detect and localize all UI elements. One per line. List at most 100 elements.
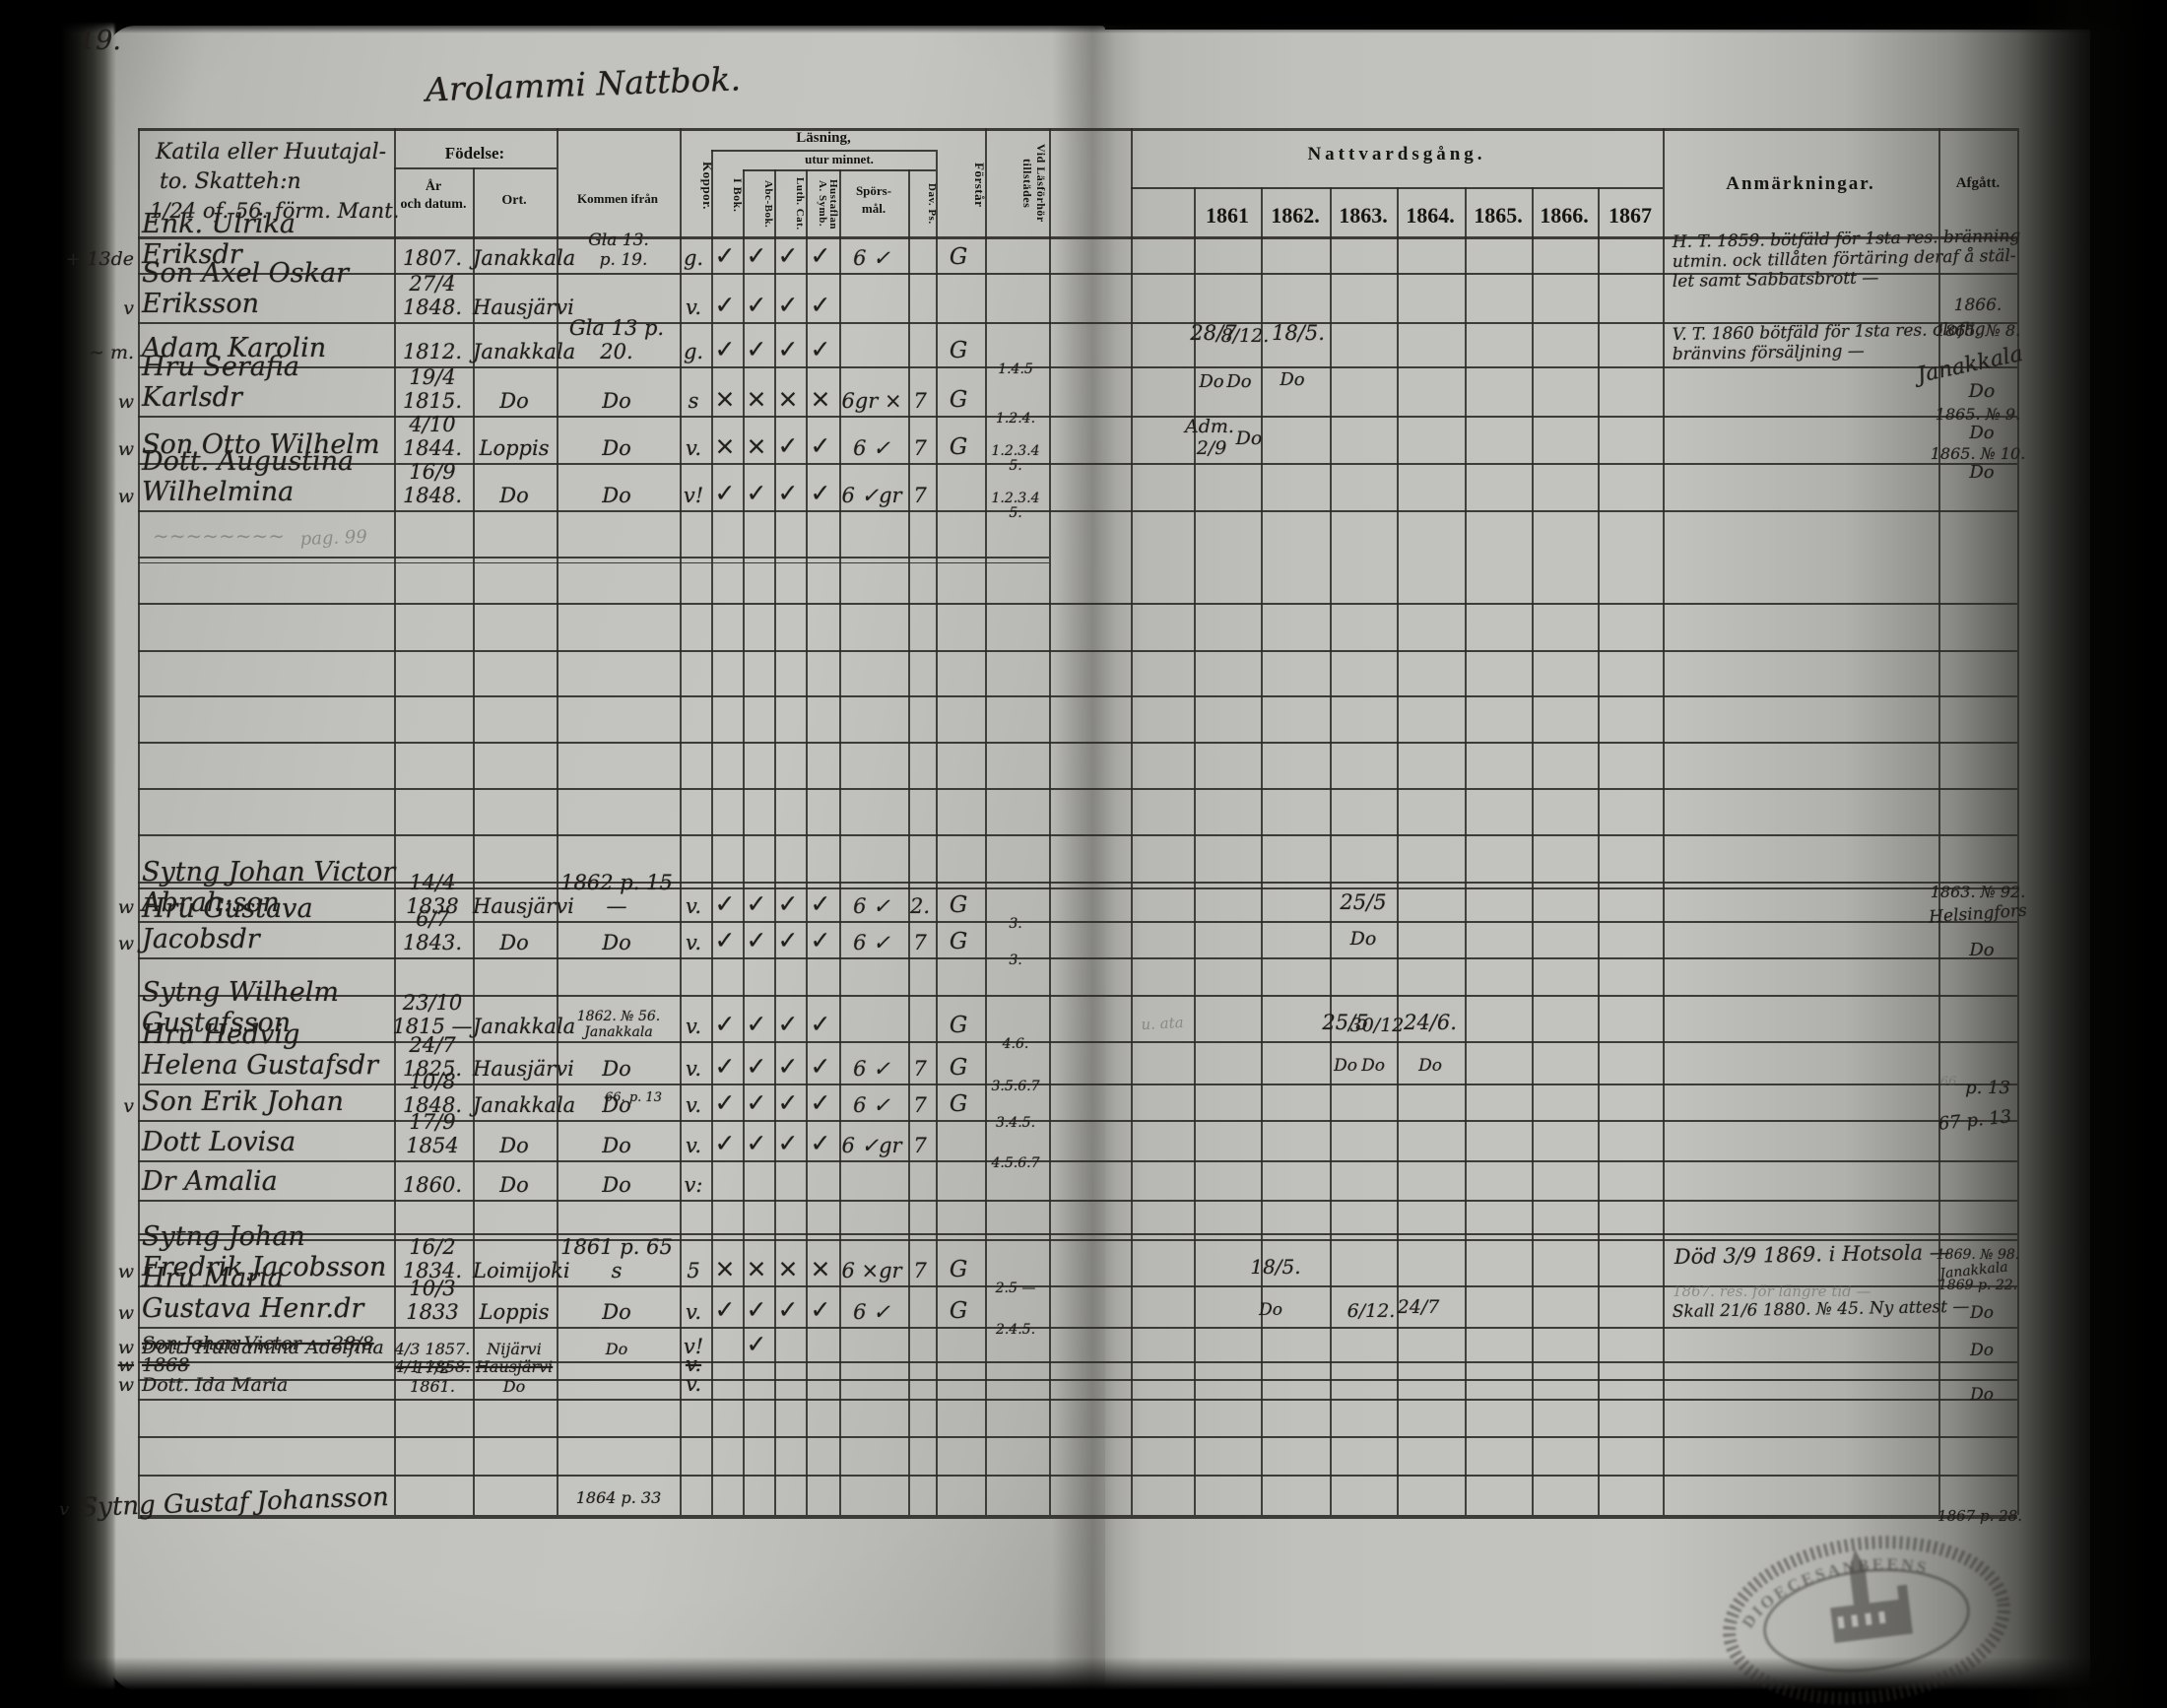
rule-line-v: [1598, 187, 1600, 1515]
row-davps-mark: 7: [913, 1093, 927, 1117]
row-birthdate: 19/4 1815.: [402, 365, 463, 413]
handwritten-note: 6/12.: [1346, 1300, 1396, 1322]
row-lasforhor-years: 4.6.: [1002, 1036, 1029, 1052]
row-davps-mark: 7: [913, 484, 927, 507]
header-spors-line1: Spörs-: [855, 183, 892, 198]
row-reading-mark: ✓: [714, 1088, 736, 1117]
row-margin-mark: + 13de: [65, 248, 134, 270]
row-reading-mark: ✓: [746, 1088, 767, 1117]
row-reading-mark: ×: [746, 431, 767, 460]
row-reading-mark: ✓: [714, 1129, 736, 1157]
row-koppor-mark: v:: [684, 1173, 703, 1197]
header-nattvardsgang: Nattvardsgång.: [1307, 144, 1486, 164]
row-birthdate: 1807.: [402, 246, 463, 270]
row-reading-mark: ✓: [746, 1010, 767, 1038]
stamp-church-icon: [1830, 1548, 1913, 1644]
rule-line-h: [138, 995, 2017, 997]
rule-line-v: [1194, 187, 1196, 1515]
rule-line-v: [985, 128, 987, 1515]
handwritten-note: Do: [1970, 1385, 1994, 1405]
rule-line-h: [138, 1160, 2017, 1162]
row-margin-mark: w: [117, 1261, 134, 1282]
header-ar-line1: År: [425, 179, 442, 194]
rule-line-h: [138, 1379, 2017, 1381]
handwritten-note: 1862. № 56.: [576, 1009, 661, 1024]
header-abc-bok: Abc-Bok.: [762, 179, 774, 229]
row-arrived-from: Do: [602, 389, 631, 413]
rule-line-h: [138, 1475, 2017, 1477]
row-name: Dott. Ida Maria: [142, 1374, 289, 1396]
row-birthplace: Loimijoki: [473, 1259, 570, 1282]
year-label: 1862.: [1271, 203, 1320, 228]
handwritten-note: u. ata: [1140, 1013, 1185, 1034]
rule-line-h: [138, 557, 1049, 558]
row-reading-mark: ×: [746, 1254, 767, 1282]
handwritten-note: Do: [1280, 369, 1305, 390]
row-margin-mark: w: [117, 486, 134, 507]
rule-line-h: [138, 742, 2017, 744]
row-forstar-mark: G: [949, 1091, 968, 1117]
row-name: Adam Karolin: [142, 333, 327, 363]
header-lasning: Läsning,: [796, 130, 851, 146]
handwritten-note: p. 19.: [599, 250, 648, 270]
row-sporsmal-mark: 6 ✓gr: [841, 484, 902, 507]
row-reading-mark: ✓: [714, 479, 736, 507]
row-koppor-mark: v.: [685, 1300, 702, 1324]
row-reading-mark: ✓: [714, 926, 736, 954]
page-number: 19.: [79, 26, 121, 56]
row-lasforhor-years: 3.4.5.: [995, 1115, 1036, 1131]
handwritten-note: 2/9: [1196, 437, 1227, 459]
row-reading-mark: ✓: [810, 241, 831, 270]
row-forstar-mark: G: [949, 1055, 968, 1081]
row-name: Son Johan Victor — 28/8 1868: [142, 1333, 374, 1376]
rule-line-v: [1465, 187, 1467, 1515]
row-arrived-from: Do: [602, 1300, 631, 1324]
row-reading-mark: ✓: [714, 1052, 736, 1081]
rule-line-v: [1049, 128, 1051, 1515]
row-birthplace: Hausjärvi: [473, 894, 574, 918]
rule-line-h: [138, 322, 2017, 324]
row-name: Sytng Johan Victor Abrah:son: [142, 857, 396, 918]
row-arrived-from: Do: [602, 1093, 631, 1117]
handwritten-note: 66: [1939, 1075, 1957, 1089]
row-arrived-from: Do: [602, 1173, 631, 1197]
row-margin-mark: w: [117, 933, 134, 954]
handwritten-note: Do: [1418, 1056, 1442, 1076]
row-reading-mark: ✓: [810, 1129, 831, 1157]
row-reading-mark: ×: [777, 1254, 799, 1282]
handwritten-note: Do: [1969, 462, 1995, 483]
row-koppor-mark: s: [688, 389, 699, 413]
row-reading-mark: ✓: [777, 1295, 799, 1324]
row-koppor-mark: v.: [685, 1057, 702, 1081]
row-reading-mark: ×: [777, 384, 799, 413]
photo-edge-top: [0, 0, 2167, 33]
rule-line-h: [138, 788, 2017, 790]
year-label: 1867: [1609, 203, 1652, 228]
row-margin-mark: v: [123, 1095, 134, 1117]
header-hustaflan: Hustaflan A. Symb.: [817, 178, 839, 230]
row-margin-mark: w: [117, 1302, 134, 1324]
handwritten-note: Do: [1226, 371, 1252, 392]
handwritten-note: 24/6.: [1404, 1011, 1457, 1034]
header-afgatt: Afgått.: [1955, 175, 2001, 191]
row-lasforhor-years: 3.: [1009, 953, 1022, 968]
rule-line-v: [680, 128, 682, 1515]
row-sporsmal-mark: 6 ✓: [853, 1093, 890, 1117]
rule-line-h: [138, 562, 1049, 563]
row-birthdate: 27/4 1848.: [402, 272, 463, 319]
row-davps-mark: 7: [913, 436, 927, 460]
row-forstar-mark: G: [949, 338, 968, 363]
row-name: Son Axel Oskar Eriksson: [142, 258, 350, 319]
row-margin-mark: w: [117, 1354, 134, 1376]
rule-line-v: [806, 169, 808, 1515]
row-reading-mark: ✓: [714, 889, 736, 918]
ledger-page-left: [106, 26, 1105, 1692]
header-ar-line2: och datum.: [400, 197, 467, 212]
row-birthplace: Do: [499, 389, 529, 413]
rule-line-h: [138, 1361, 2017, 1363]
row-reading-mark: ✓: [714, 241, 736, 270]
handwritten-note: let samt Sabbatsbrott —: [1672, 268, 1879, 292]
rule-line-h: [138, 603, 2017, 605]
row-reading-mark: ×: [714, 384, 736, 413]
row-birthdate: 16/2 1834.: [402, 1235, 463, 1282]
